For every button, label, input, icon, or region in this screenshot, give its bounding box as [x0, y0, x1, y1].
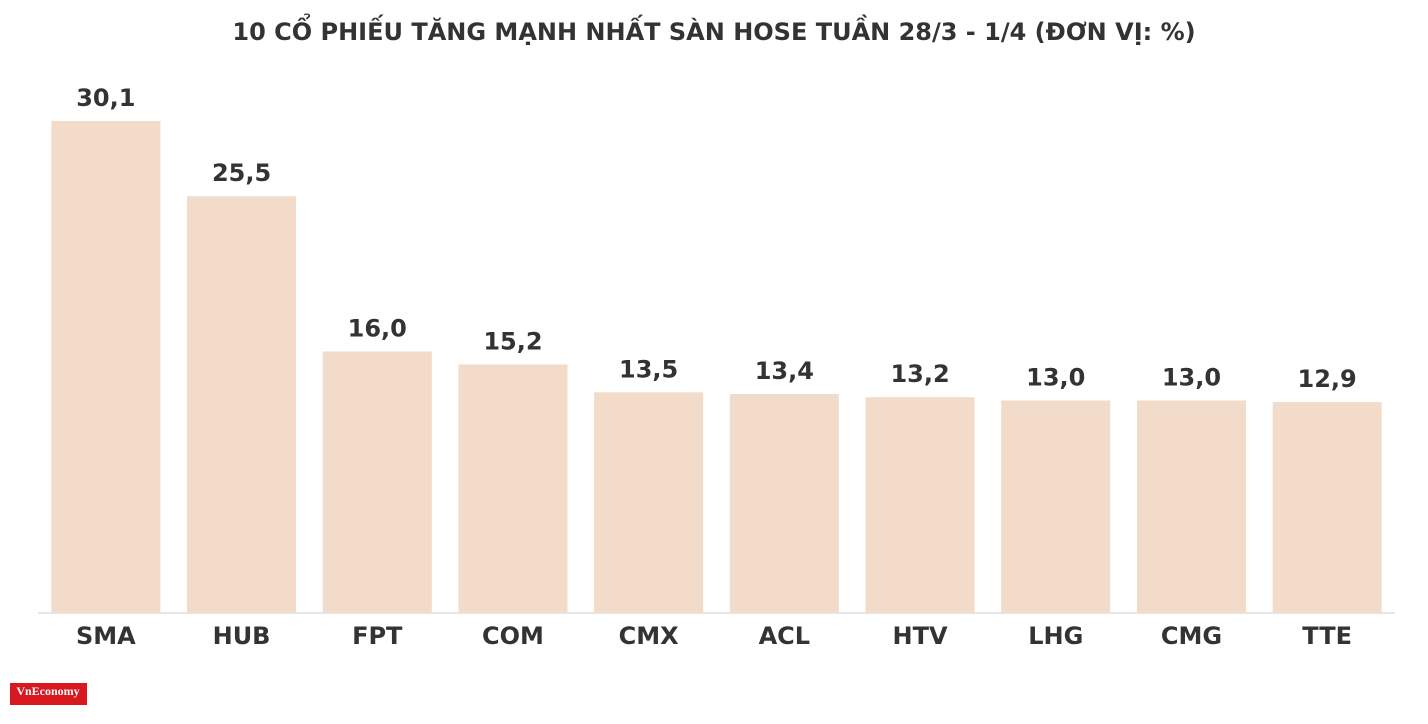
- bar: [187, 196, 297, 613]
- x-tick-label: FPT: [352, 622, 403, 650]
- value-label: 13,2: [890, 360, 949, 388]
- value-label: 13,0: [1026, 364, 1085, 392]
- value-label: 30,1: [76, 84, 135, 112]
- bar: [322, 351, 432, 613]
- bar: [458, 364, 568, 613]
- logo-box: [10, 683, 87, 705]
- value-label: 16,0: [348, 314, 407, 342]
- bar: [51, 121, 161, 613]
- bar: [594, 392, 704, 613]
- x-tick-label: SMA: [76, 622, 136, 650]
- x-tick-label: ACL: [759, 622, 810, 650]
- x-tick-label: COM: [482, 622, 544, 650]
- bar: [1272, 402, 1382, 613]
- value-label: 13,0: [1162, 364, 1221, 392]
- x-tick-label: LHG: [1028, 622, 1083, 650]
- chart-title: 10 CỔ PHIẾU TĂNG MẠNH NHẤT SÀN HOSE TUẦN…: [232, 11, 1195, 46]
- bar: [1136, 400, 1246, 613]
- bar: [865, 397, 975, 613]
- value-label: 12,9: [1298, 365, 1357, 393]
- value-label: 13,4: [755, 357, 814, 385]
- logo: VnEconomy: [16, 684, 79, 698]
- x-tick-label: CMG: [1161, 622, 1222, 650]
- x-tick-label: CMX: [619, 622, 679, 650]
- value-label: 15,2: [483, 328, 542, 356]
- bar: [1001, 400, 1111, 613]
- value-label: 25,5: [212, 159, 271, 187]
- x-tick-label: TTE: [1302, 622, 1352, 650]
- x-tick-label: HUB: [213, 622, 271, 650]
- value-label: 13,5: [619, 355, 678, 383]
- bar: [729, 393, 839, 613]
- x-tick-label: HTV: [893, 622, 948, 650]
